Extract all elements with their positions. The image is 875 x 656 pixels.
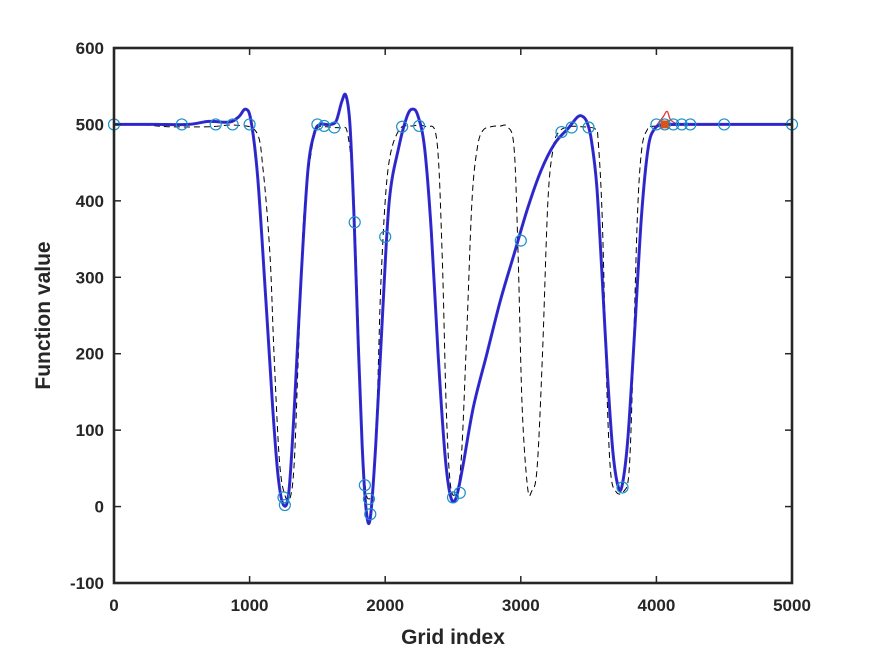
- data-point-marker: [718, 118, 731, 131]
- y-tick-label: 500: [76, 115, 104, 134]
- data-point-marker: [364, 508, 377, 521]
- tick-layer: 0 1000 2000 3000 4000 5000 -100 0 100 200 300 400 50…: [70, 39, 811, 615]
- highlight-point-marker: [660, 120, 669, 129]
- x-tick-label: 2000: [366, 596, 404, 615]
- series-dashed-line: [113, 123, 793, 502]
- y-tick-label: 400: [76, 192, 104, 211]
- data-point-marker: [328, 121, 341, 134]
- data-point-marker: [565, 121, 578, 134]
- data-point-marker: [446, 491, 460, 504]
- data-point-marker: [555, 125, 568, 139]
- data-point-marker: [684, 118, 697, 131]
- y-tick-label: 0: [95, 498, 104, 517]
- plot-area: [114, 48, 792, 583]
- y-tick-label: 100: [76, 421, 104, 440]
- x-tick-label: 0: [109, 596, 118, 615]
- series-layer: [107, 92, 799, 526]
- y-tick-label: 300: [76, 268, 104, 287]
- x-tick-label: 1000: [231, 596, 269, 615]
- x-tick-label: 5000: [773, 596, 811, 615]
- data-point-marker: [311, 118, 324, 131]
- data-point-marker: [396, 120, 409, 133]
- data-point-marker: [413, 119, 426, 133]
- data-point-marker: [175, 118, 188, 131]
- data-point-marker: [514, 234, 527, 247]
- data-point-marker: [226, 118, 239, 131]
- axes-box: [112, 46, 794, 585]
- series-blue-line: [113, 92, 792, 526]
- data-point-marker: [348, 216, 361, 229]
- data-point-marker: [278, 498, 291, 512]
- data-point-marker: [243, 118, 256, 131]
- data-point-marker: [616, 481, 629, 494]
- data-point-marker: [362, 492, 376, 506]
- data-point-marker: [277, 491, 290, 504]
- data-point-marker: [453, 486, 466, 499]
- data-point-marker: [318, 119, 331, 133]
- y-tick-label: -100: [70, 574, 104, 593]
- data-point-marker: [209, 118, 222, 131]
- y-tick-label: 200: [76, 345, 104, 364]
- data-point-marker: [379, 230, 392, 243]
- data-point-marker: [658, 118, 671, 131]
- y-axis-label: Function value: [32, 241, 55, 389]
- y-tick-label: 600: [76, 39, 104, 58]
- data-point-marker: [358, 479, 371, 492]
- x-tick-label: 3000: [502, 596, 540, 615]
- x-tick-label: 4000: [637, 596, 675, 615]
- x-axis-label: Grid index: [401, 626, 505, 649]
- data-point-marker: [582, 121, 595, 134]
- data-point-marker: [675, 118, 688, 131]
